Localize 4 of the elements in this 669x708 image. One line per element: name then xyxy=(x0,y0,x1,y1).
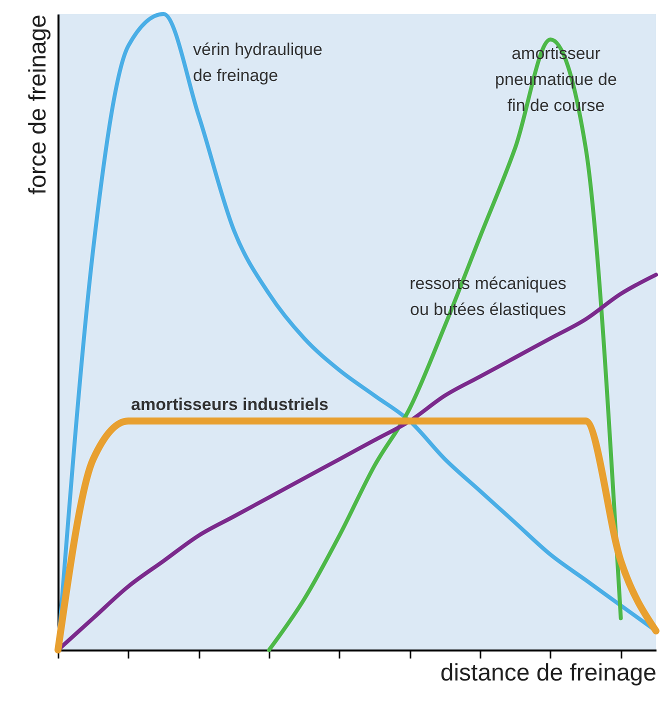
y-axis-title: force de freinage xyxy=(24,14,52,195)
x-axis-title: distance de freinage xyxy=(440,659,656,686)
series-label: amortisseurs industriels xyxy=(131,395,328,414)
series-label: vérin hydraulique de freinage xyxy=(193,40,322,85)
